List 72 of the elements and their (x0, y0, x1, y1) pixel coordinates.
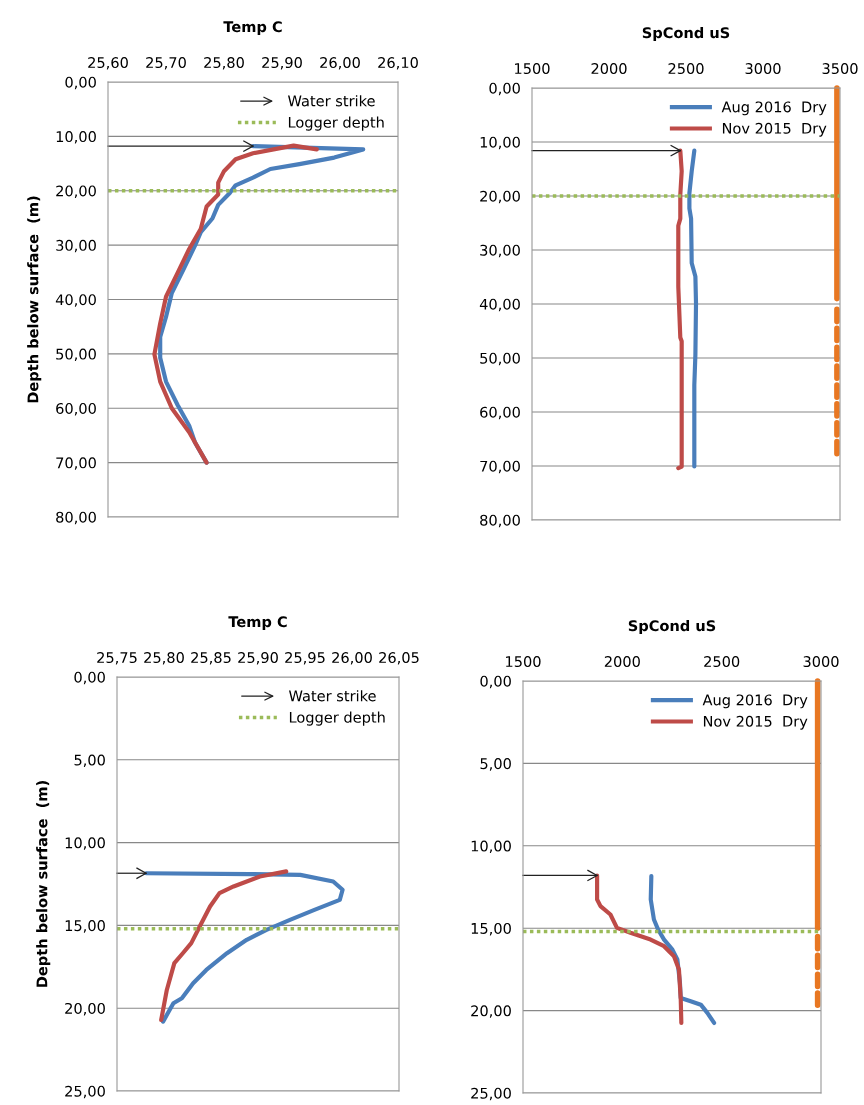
legend-label: Water strike (289, 690, 376, 702)
y-tick-label: 70,00 (480, 460, 520, 474)
y-tick-label: 50,00 (56, 348, 96, 362)
y-tick-label: 10,00 (56, 131, 96, 144)
y-tick-label: 30,00 (480, 244, 520, 258)
y-axis-title: Depth below surface (m) (27, 196, 42, 403)
x-tick-label: 25,85 (191, 652, 231, 665)
x-tick-label: 26,00 (332, 652, 372, 665)
x-tick-label: 25,90 (262, 57, 302, 70)
x-tick-label: 25,80 (144, 652, 184, 665)
x-tick-label: 25,60 (88, 57, 128, 70)
legend-label: Logger depth (288, 116, 384, 131)
y-tick-label: 15,00 (471, 922, 511, 936)
legend-label: Aug 2016 Dry (721, 101, 827, 116)
chart-title: SpCond uS (642, 26, 730, 42)
line-series (595, 873, 684, 1026)
y-tick-label: 60,00 (480, 406, 520, 420)
y-tick-label: 0,00 (65, 76, 96, 90)
line-series (676, 148, 684, 471)
x-tick-label: 2000 (604, 656, 640, 668)
y-tick-label: 0,00 (489, 82, 520, 96)
y-tick-label: 0,00 (74, 671, 105, 685)
line-series (144, 871, 345, 1024)
legend-label: Nov 2015 Dry (722, 122, 827, 137)
y-tick-label: 25,00 (471, 1087, 511, 1101)
y-tick-label: 15,00 (65, 920, 105, 933)
y-tick-label: 80,00 (480, 514, 520, 528)
legend-label: Nov 2015 Dry (703, 715, 808, 730)
y-tick-label: 20,00 (471, 1005, 511, 1018)
y-axis-title: Depth below surface (m) (36, 781, 51, 987)
x-tick-label: 25,75 (97, 652, 137, 665)
x-tick-label: 3000 (745, 63, 781, 75)
y-tick-label: 25,00 (65, 1085, 105, 1099)
x-tick-label: 25,80 (204, 57, 244, 70)
y-tick-label: 10,00 (471, 840, 511, 854)
y-tick-label: 5,00 (480, 758, 511, 771)
x-tick-label: 2500 (704, 656, 740, 668)
x-tick-label: 2000 (591, 63, 627, 75)
y-tick-label: 20,00 (56, 185, 96, 198)
line-series (152, 143, 319, 465)
x-tick-label: 25,90 (238, 652, 278, 665)
legend-label: Water strike (288, 95, 375, 107)
x-tick-label: 25,95 (285, 652, 325, 665)
line-series (687, 148, 699, 469)
chart-title: Temp C (223, 21, 282, 36)
y-tick-label: 40,00 (55, 294, 96, 307)
y-tick-label: 0,00 (480, 675, 511, 689)
y-tick-label: 10,00 (65, 837, 105, 850)
y-tick-label: 30,00 (56, 239, 96, 253)
x-tick-label: 3500 (822, 63, 858, 75)
legend-label: Logger depth (289, 711, 385, 726)
chart-title: SpCond uS (628, 619, 716, 635)
y-tick-label: 20,00 (65, 1002, 105, 1016)
x-tick-label: 1500 (515, 63, 550, 75)
x-tick-label: 3000 (803, 656, 839, 668)
y-tick-label: 60,00 (56, 402, 96, 416)
y-tick-label: 50,00 (480, 352, 520, 366)
line-series (159, 869, 289, 1023)
y-tick-label: 5,00 (74, 754, 105, 768)
y-tick-label: 40,00 (479, 298, 520, 312)
x-tick-label: 26,05 (379, 652, 419, 665)
legend-label: Aug 2016 Dry (702, 694, 808, 709)
x-tick-label: 26,10 (378, 57, 418, 70)
x-tick-label: 26,00 (320, 57, 360, 70)
chart-title: Temp C (228, 616, 287, 631)
y-tick-label: 70,00 (56, 457, 96, 470)
y-tick-label: 80,00 (56, 511, 96, 525)
y-tick-label: 10,00 (480, 136, 520, 150)
x-tick-label: 25,70 (146, 57, 186, 70)
x-tick-label: 2500 (668, 63, 704, 75)
y-tick-label: 20,00 (480, 190, 520, 204)
x-tick-label: 1500 (506, 656, 541, 668)
